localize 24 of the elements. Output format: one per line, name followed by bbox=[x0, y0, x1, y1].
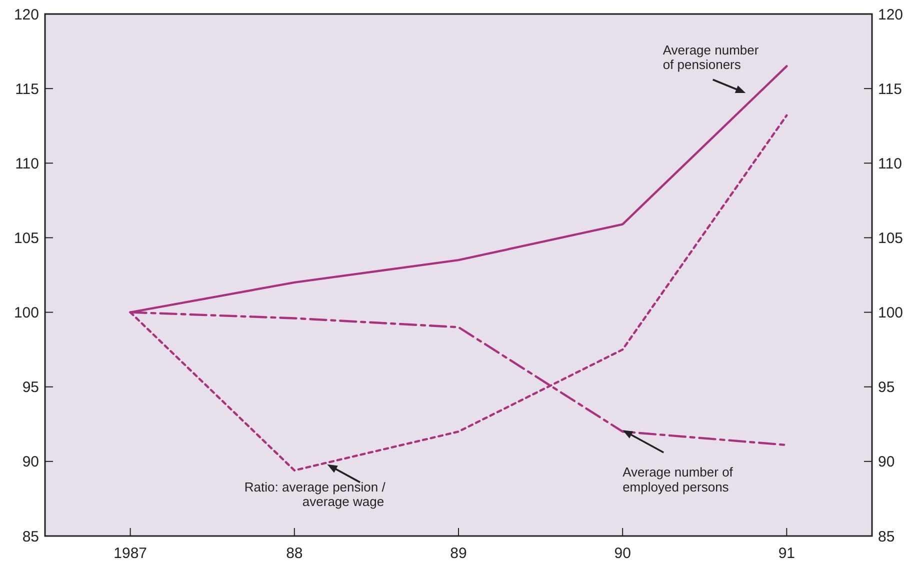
x-tick-label: 89 bbox=[450, 545, 467, 562]
x-tick-label: 91 bbox=[778, 545, 796, 562]
y-tick-label: 110 bbox=[15, 155, 39, 172]
y-tick-label: 95 bbox=[22, 379, 39, 396]
y2-tick-label: 115 bbox=[878, 80, 902, 98]
y2-tick-label: 110 bbox=[878, 155, 902, 172]
y-tick-label: 115 bbox=[15, 80, 39, 98]
series-label: Average number of employed persons bbox=[622, 464, 734, 494]
y2-tick-label: 95 bbox=[878, 379, 895, 396]
y2-tick-label: 90 bbox=[878, 454, 895, 471]
y-tick-label: 120 bbox=[14, 6, 39, 24]
y2-tick-label: 100 bbox=[878, 304, 904, 322]
y2-tick-label: 120 bbox=[878, 6, 904, 24]
x-tick-label: 88 bbox=[286, 545, 303, 562]
y-tick-label: 85 bbox=[22, 528, 39, 546]
x-tick-label: 90 bbox=[614, 545, 631, 562]
y2-tick-label: 105 bbox=[878, 230, 904, 247]
y-tick-label: 90 bbox=[22, 454, 39, 471]
y-tick-label: 105 bbox=[14, 230, 39, 247]
y-tick-label: 100 bbox=[14, 304, 39, 322]
series-label: Average number of pensioners bbox=[662, 42, 760, 72]
text: Ratio: average pension / average wage bbox=[244, 479, 386, 510]
y2-tick-label: 85 bbox=[878, 528, 895, 546]
x-tick-label: 1987 bbox=[114, 545, 148, 562]
